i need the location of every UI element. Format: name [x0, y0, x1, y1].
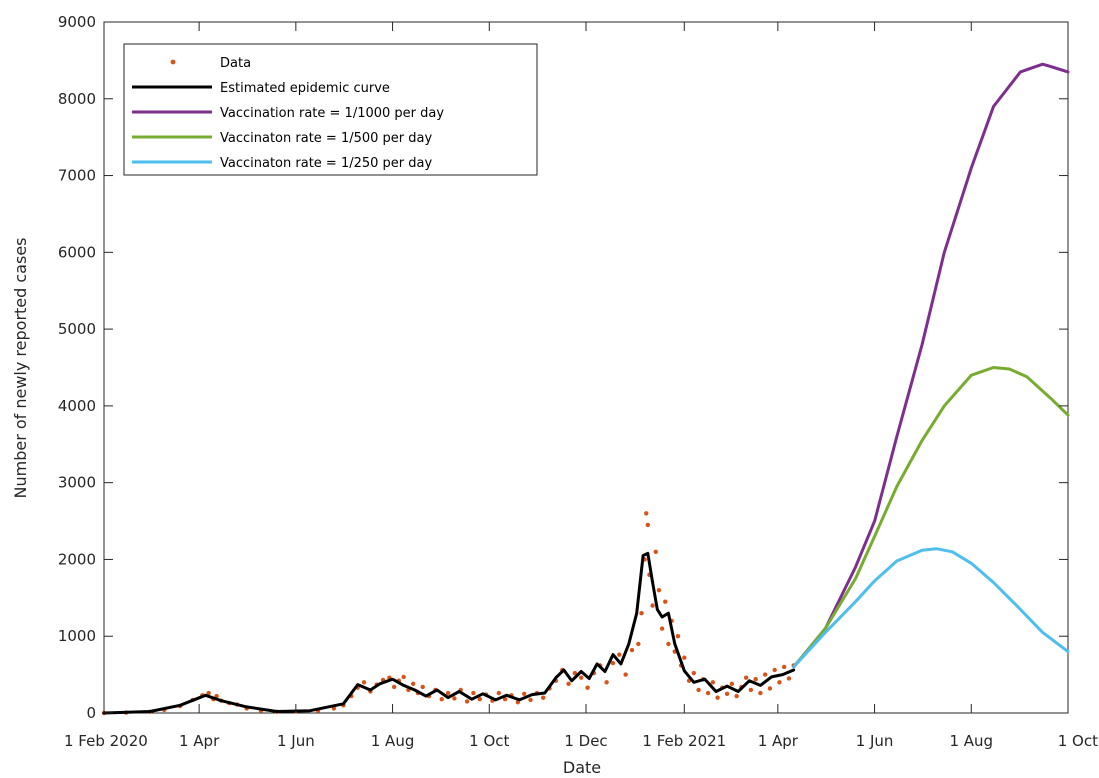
data-point: [767, 686, 773, 691]
y-axis-title: Number of newly reported cases: [11, 237, 30, 498]
x-tick-label: 1 Feb 2020: [64, 732, 148, 750]
data-point: [653, 549, 658, 554]
data-point: [777, 680, 782, 685]
data-point: [729, 681, 735, 687]
y-tick-label: 2000: [58, 550, 96, 568]
data-point: [639, 610, 644, 616]
series-2: [792, 62, 1070, 669]
x-tick-label: 1 Apr: [179, 732, 220, 750]
series-1: [102, 551, 796, 715]
data-point: [452, 696, 457, 701]
legend-marker: [170, 59, 176, 65]
y-tick-label: 0: [86, 704, 96, 722]
legend: Data Estimated epidemic curve Vaccination …: [123, 43, 538, 176]
data-point: [758, 690, 763, 696]
series-line: [792, 62, 1070, 669]
data-point: [659, 626, 665, 631]
x-tick-label: 1 Aug: [371, 732, 415, 750]
data-point: [691, 670, 697, 676]
y-axis-ticks: 0 1000 2000 3000 4000 5000 6000 7000 8000 9000: [58, 13, 1068, 722]
series-line: [792, 547, 1070, 669]
legend-label: Data: [220, 56, 251, 71]
series-3: [792, 366, 1070, 669]
data-point: [617, 652, 622, 657]
data-point: [439, 696, 444, 702]
data-point: [682, 655, 687, 660]
data-point: [715, 695, 720, 700]
data-point: [401, 674, 406, 680]
data-point: [645, 522, 651, 528]
data-point: [644, 511, 649, 516]
data-point: [521, 691, 527, 697]
data-point: [579, 675, 584, 680]
data-point: [464, 699, 470, 704]
data-point: [420, 684, 425, 690]
legend-label: Estimated epidemic curve: [220, 81, 390, 96]
y-tick-label: 3000: [58, 474, 96, 492]
legend-label: Vaccinaton rate = 1/250 per day: [220, 156, 432, 171]
data-point: [528, 697, 533, 703]
x-tick-label: 1 Dec: [564, 732, 607, 750]
y-tick-label: 5000: [58, 320, 96, 338]
data-point: [781, 664, 787, 670]
x-axis-title: Date: [563, 758, 601, 777]
y-tick-label: 9000: [58, 13, 96, 31]
data-point: [743, 675, 749, 680]
data-point: [572, 670, 578, 676]
data-point: [496, 690, 501, 696]
data-point: [391, 684, 397, 690]
data-point: [753, 677, 758, 682]
data-point: [636, 641, 641, 647]
x-tick-label: 1 Oct: [1058, 732, 1098, 750]
data-point: [629, 647, 635, 653]
x-tick-label: 1 Feb 2021: [642, 732, 726, 750]
data-point: [696, 687, 701, 693]
x-tick-label: 1 Jun: [277, 732, 315, 750]
data-point: [666, 641, 671, 647]
series-line: [102, 551, 796, 715]
data-point: [748, 687, 754, 693]
data-point: [445, 690, 451, 696]
data-point: [762, 672, 768, 677]
legend-box: [123, 43, 538, 176]
x-axis-ticks: 1 Feb 2020 1 Apr 1 Jun 1 Aug 1 Oct 1 Dec 1 Feb…: [64, 22, 1098, 750]
data-point: [623, 672, 628, 677]
series-4: [792, 547, 1070, 669]
data-point: [477, 696, 482, 702]
data-point: [772, 667, 777, 673]
data-point: [724, 691, 730, 697]
y-tick-label: 6000: [58, 243, 96, 261]
data-point: [410, 681, 416, 687]
data-point: [675, 634, 681, 639]
x-tick-label: 1 Apr: [758, 732, 799, 750]
legend-label: Vaccination rate = 1/1000 per day: [220, 106, 444, 121]
series-line: [792, 366, 1070, 669]
data-point: [705, 690, 711, 696]
data-point: [206, 690, 211, 696]
data-point: [663, 599, 668, 604]
data-point: [734, 693, 739, 699]
y-tick-label: 7000: [58, 167, 96, 185]
data-point: [604, 680, 609, 685]
data-point: [786, 676, 792, 681]
data-point: [610, 660, 616, 666]
x-tick-label: 1 Oct: [469, 732, 509, 750]
series-layer: [101, 62, 1070, 716]
data-point: [710, 680, 716, 685]
x-tick-label: 1 Jun: [856, 732, 894, 750]
data-point: [585, 685, 590, 690]
data-point: [540, 695, 546, 700]
data-point: [650, 603, 655, 608]
y-tick-label: 1000: [58, 627, 96, 645]
data-point: [361, 680, 367, 685]
data-point: [656, 587, 662, 593]
x-tick-label: 1 Aug: [949, 732, 993, 750]
y-tick-label: 4000: [58, 397, 96, 415]
data-point: [566, 681, 571, 687]
data-point: [471, 690, 476, 696]
legend-label: Vaccinaton rate = 1/500 per day: [220, 131, 432, 146]
y-tick-label: 8000: [58, 90, 96, 108]
data-point: [502, 696, 508, 702]
